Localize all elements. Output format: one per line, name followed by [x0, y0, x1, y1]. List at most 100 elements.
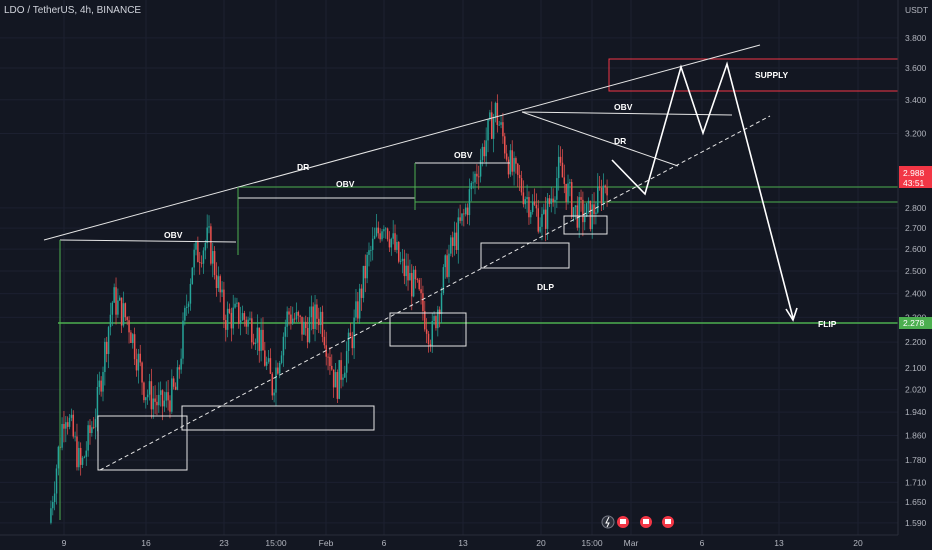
candle-body [158, 394, 160, 406]
candle-body [554, 199, 556, 202]
candle-body [552, 198, 554, 202]
projection-arrowhead [785, 307, 798, 322]
price-tick-label: 2.200 [905, 337, 927, 347]
candle-body [524, 199, 526, 205]
candle-body [280, 355, 283, 363]
support-dashed-line[interactable] [99, 115, 771, 471]
candle-body [72, 414, 74, 437]
candle-body [427, 333, 430, 344]
candle-body [384, 228, 387, 230]
event-icons[interactable] [601, 515, 674, 529]
candle-body [195, 242, 197, 250]
candle-body [154, 398, 156, 402]
candle-body [284, 326, 287, 337]
time-axis[interactable]: 9 16 23 15:00 Feb 6 13 20 15:00 Mar 6 13 20 [0, 534, 898, 548]
drawings [43, 44, 798, 520]
candle-body [50, 508, 52, 523]
ob-box-3[interactable] [389, 312, 467, 347]
candle-body [120, 297, 123, 326]
candle-body [556, 178, 558, 200]
candle-body [334, 372, 337, 388]
chart-title: LDO / TetherUS, 4h, BINANCE [4, 5, 141, 16]
price-tick-label: 3.600 [905, 63, 927, 73]
candle-body [396, 241, 398, 250]
ob-box-1[interactable] [97, 415, 188, 471]
price-tick-label: 3.200 [905, 129, 927, 139]
candle-body [381, 231, 383, 240]
candle-body [476, 173, 478, 177]
candle-body [85, 450, 88, 457]
flip-price-badge [899, 317, 932, 329]
candle-body [559, 156, 562, 163]
candle-body [546, 198, 549, 229]
candle-body [202, 250, 205, 264]
candle-body [254, 342, 257, 344]
candle-body [167, 392, 169, 401]
candle-body [107, 327, 110, 355]
candle-body [489, 112, 491, 120]
candle-body [386, 228, 389, 240]
projection-path[interactable] [611, 61, 794, 319]
label-dr-top: DR [614, 136, 626, 146]
time-tick-label: 23 [219, 538, 229, 548]
price-tick-label: 2.600 [905, 244, 927, 254]
lightning-icon[interactable] [601, 515, 615, 529]
dr-top-line[interactable] [521, 111, 679, 167]
candle-body [457, 217, 460, 251]
candle-body [111, 302, 114, 315]
candle-body [455, 232, 458, 251]
candle-body [234, 303, 236, 308]
candle-body [459, 217, 461, 221]
candle-body [574, 205, 577, 208]
dr-trendline[interactable] [43, 44, 761, 241]
candle-body [435, 316, 437, 329]
candle-body [258, 327, 260, 351]
candle-body [215, 274, 218, 289]
candle-body [119, 297, 121, 301]
candle-body [470, 182, 473, 190]
candle-body [212, 251, 214, 264]
price-axis[interactable]: USDT 3.800 3.600 3.400 3.200 2.800 2.700 2.600… [897, 0, 932, 535]
candle-body [398, 241, 400, 262]
label-flip: FLIP [818, 319, 837, 329]
candle-body [576, 205, 579, 228]
time-tick-label: 6 [700, 538, 705, 548]
candle-body [264, 350, 266, 366]
candle-body [98, 380, 101, 387]
candle-body [492, 117, 495, 139]
candle-body [448, 253, 450, 277]
candle-body [383, 229, 385, 232]
candle-body [530, 211, 532, 218]
candle-body [496, 102, 499, 125]
candle-body [327, 356, 329, 358]
candle-body [115, 287, 117, 315]
obv-left-line[interactable] [59, 239, 237, 243]
candle-body [53, 493, 56, 503]
candle-body [277, 367, 279, 374]
candle-body [412, 269, 415, 297]
price-tick-label: 3.400 [905, 95, 927, 105]
candle-body [251, 318, 253, 343]
candle-body [230, 312, 233, 329]
ob-box-2[interactable] [181, 405, 375, 431]
candle-body [161, 390, 164, 407]
candle-body [437, 309, 439, 329]
candle-body [87, 425, 89, 451]
candle-body [500, 122, 502, 125]
candle-body [187, 303, 190, 307]
candle-body [172, 378, 175, 387]
candle-body [442, 267, 445, 294]
ob-box-5[interactable] [563, 215, 608, 235]
candle-body [531, 201, 534, 212]
candle-body [485, 140, 487, 157]
candle-body [464, 207, 467, 215]
candle-body [193, 249, 195, 268]
time-tick-label: 20 [536, 538, 546, 548]
candle-body [511, 150, 513, 172]
candle-body [145, 397, 147, 401]
candle-body [544, 209, 547, 229]
ob-box-4[interactable] [480, 242, 570, 269]
candle-body [344, 372, 346, 378]
candle-body [137, 353, 140, 371]
